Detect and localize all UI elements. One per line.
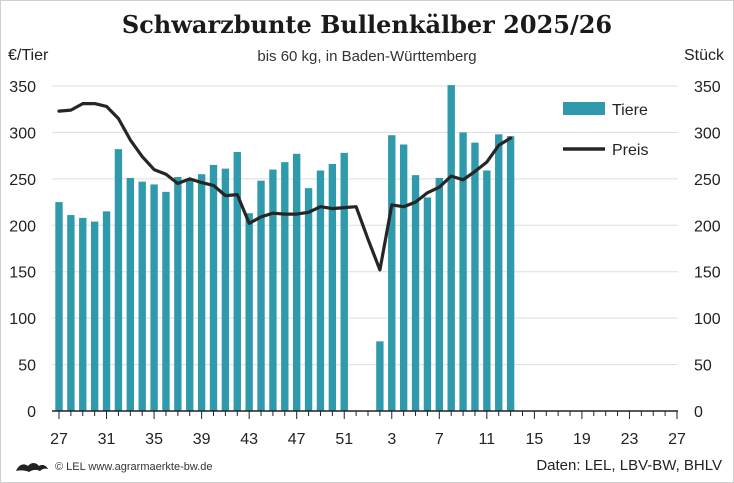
x-tick-label: 47 [288, 431, 306, 448]
legend-label-preis: Preis [612, 142, 648, 159]
bar [423, 197, 432, 411]
bar [209, 164, 218, 411]
bar [233, 151, 241, 411]
y-axis-left-label: €/Tier [8, 47, 49, 64]
bar [495, 134, 503, 412]
y-tick-label-left: 0 [27, 404, 36, 421]
bar [197, 174, 206, 411]
legend-label-tiere: Tiere [612, 102, 648, 119]
bar [162, 191, 170, 411]
bar [79, 217, 87, 411]
bar [399, 144, 408, 411]
price-line [57, 102, 513, 272]
bar [316, 170, 325, 411]
y-tick-label-right: 150 [694, 265, 721, 282]
footer-source: Daten: LEL, LBV-BW, BHLV [536, 457, 722, 474]
bar [411, 175, 420, 411]
chart-subtitle: bis 60 kg, in Baden-Württemberg [257, 48, 477, 65]
bar [340, 152, 348, 411]
x-tick-label: 27 [668, 431, 686, 448]
y-tick-label-right: 200 [694, 218, 721, 235]
x-tick-label: 23 [621, 431, 639, 448]
bar [388, 135, 396, 411]
state-lion-logo-icon [16, 463, 48, 472]
bar [102, 211, 111, 411]
y-tick-label-left: 200 [9, 218, 36, 235]
y-tick-label-left: 300 [9, 125, 36, 142]
bar [257, 180, 265, 411]
bar [483, 170, 491, 411]
footer-copyright: © LEL www.agrarmaerkte-bw.de [14, 460, 213, 474]
bar [435, 177, 443, 411]
x-tick-label: 43 [240, 431, 258, 448]
legend-swatch-tiere [563, 102, 605, 115]
bar [506, 136, 515, 411]
x-tick-label: 19 [573, 431, 591, 448]
chart-title: Schwarzbunte Bullenkälber 2025/26 [121, 10, 613, 39]
y-tick-label-right: 0 [694, 404, 703, 421]
bar [304, 188, 313, 411]
y-tick-label-left: 100 [9, 311, 36, 328]
bar [269, 169, 277, 411]
bar [67, 215, 75, 411]
x-tick-label: 31 [98, 431, 116, 448]
y-tick-label-left: 50 [18, 358, 36, 375]
bar [459, 132, 467, 411]
bar [55, 202, 63, 411]
y-tick-label-right: 250 [694, 172, 721, 189]
bar [471, 142, 479, 411]
bar [150, 184, 158, 411]
bar [126, 177, 134, 411]
bar [245, 213, 253, 411]
bar [90, 221, 99, 411]
bar [221, 168, 230, 411]
y-tick-label-left: 250 [9, 172, 36, 189]
y-tick-label-right: 350 [694, 79, 721, 96]
x-tick-label: 35 [145, 431, 163, 448]
bar [376, 341, 384, 411]
x-tick-label: 39 [193, 431, 211, 448]
y-tick-label-right: 100 [694, 311, 721, 328]
bar [186, 178, 194, 411]
x-tick-label: 3 [387, 431, 396, 448]
bar [293, 153, 301, 412]
bar [447, 85, 455, 412]
y-tick-label-right: 50 [694, 358, 712, 375]
bar [114, 149, 123, 411]
y-tick-label-left: 350 [9, 79, 36, 96]
x-tick-label: 15 [525, 431, 543, 448]
bar [138, 181, 146, 411]
bar [174, 177, 182, 411]
footer-copyright-text: © LEL www.agrarmaerkte-bw.de [55, 461, 213, 473]
x-tick-label: 7 [435, 431, 444, 448]
y-axis-right-label: Stück [683, 47, 724, 64]
bar [281, 162, 289, 411]
x-tick-label: 51 [335, 431, 353, 448]
bar [328, 164, 337, 411]
x-tick-label: 11 [479, 431, 496, 448]
x-tick-label: 27 [50, 431, 68, 448]
y-tick-label-left: 150 [9, 265, 36, 282]
y-tick-label-right: 300 [694, 125, 721, 142]
